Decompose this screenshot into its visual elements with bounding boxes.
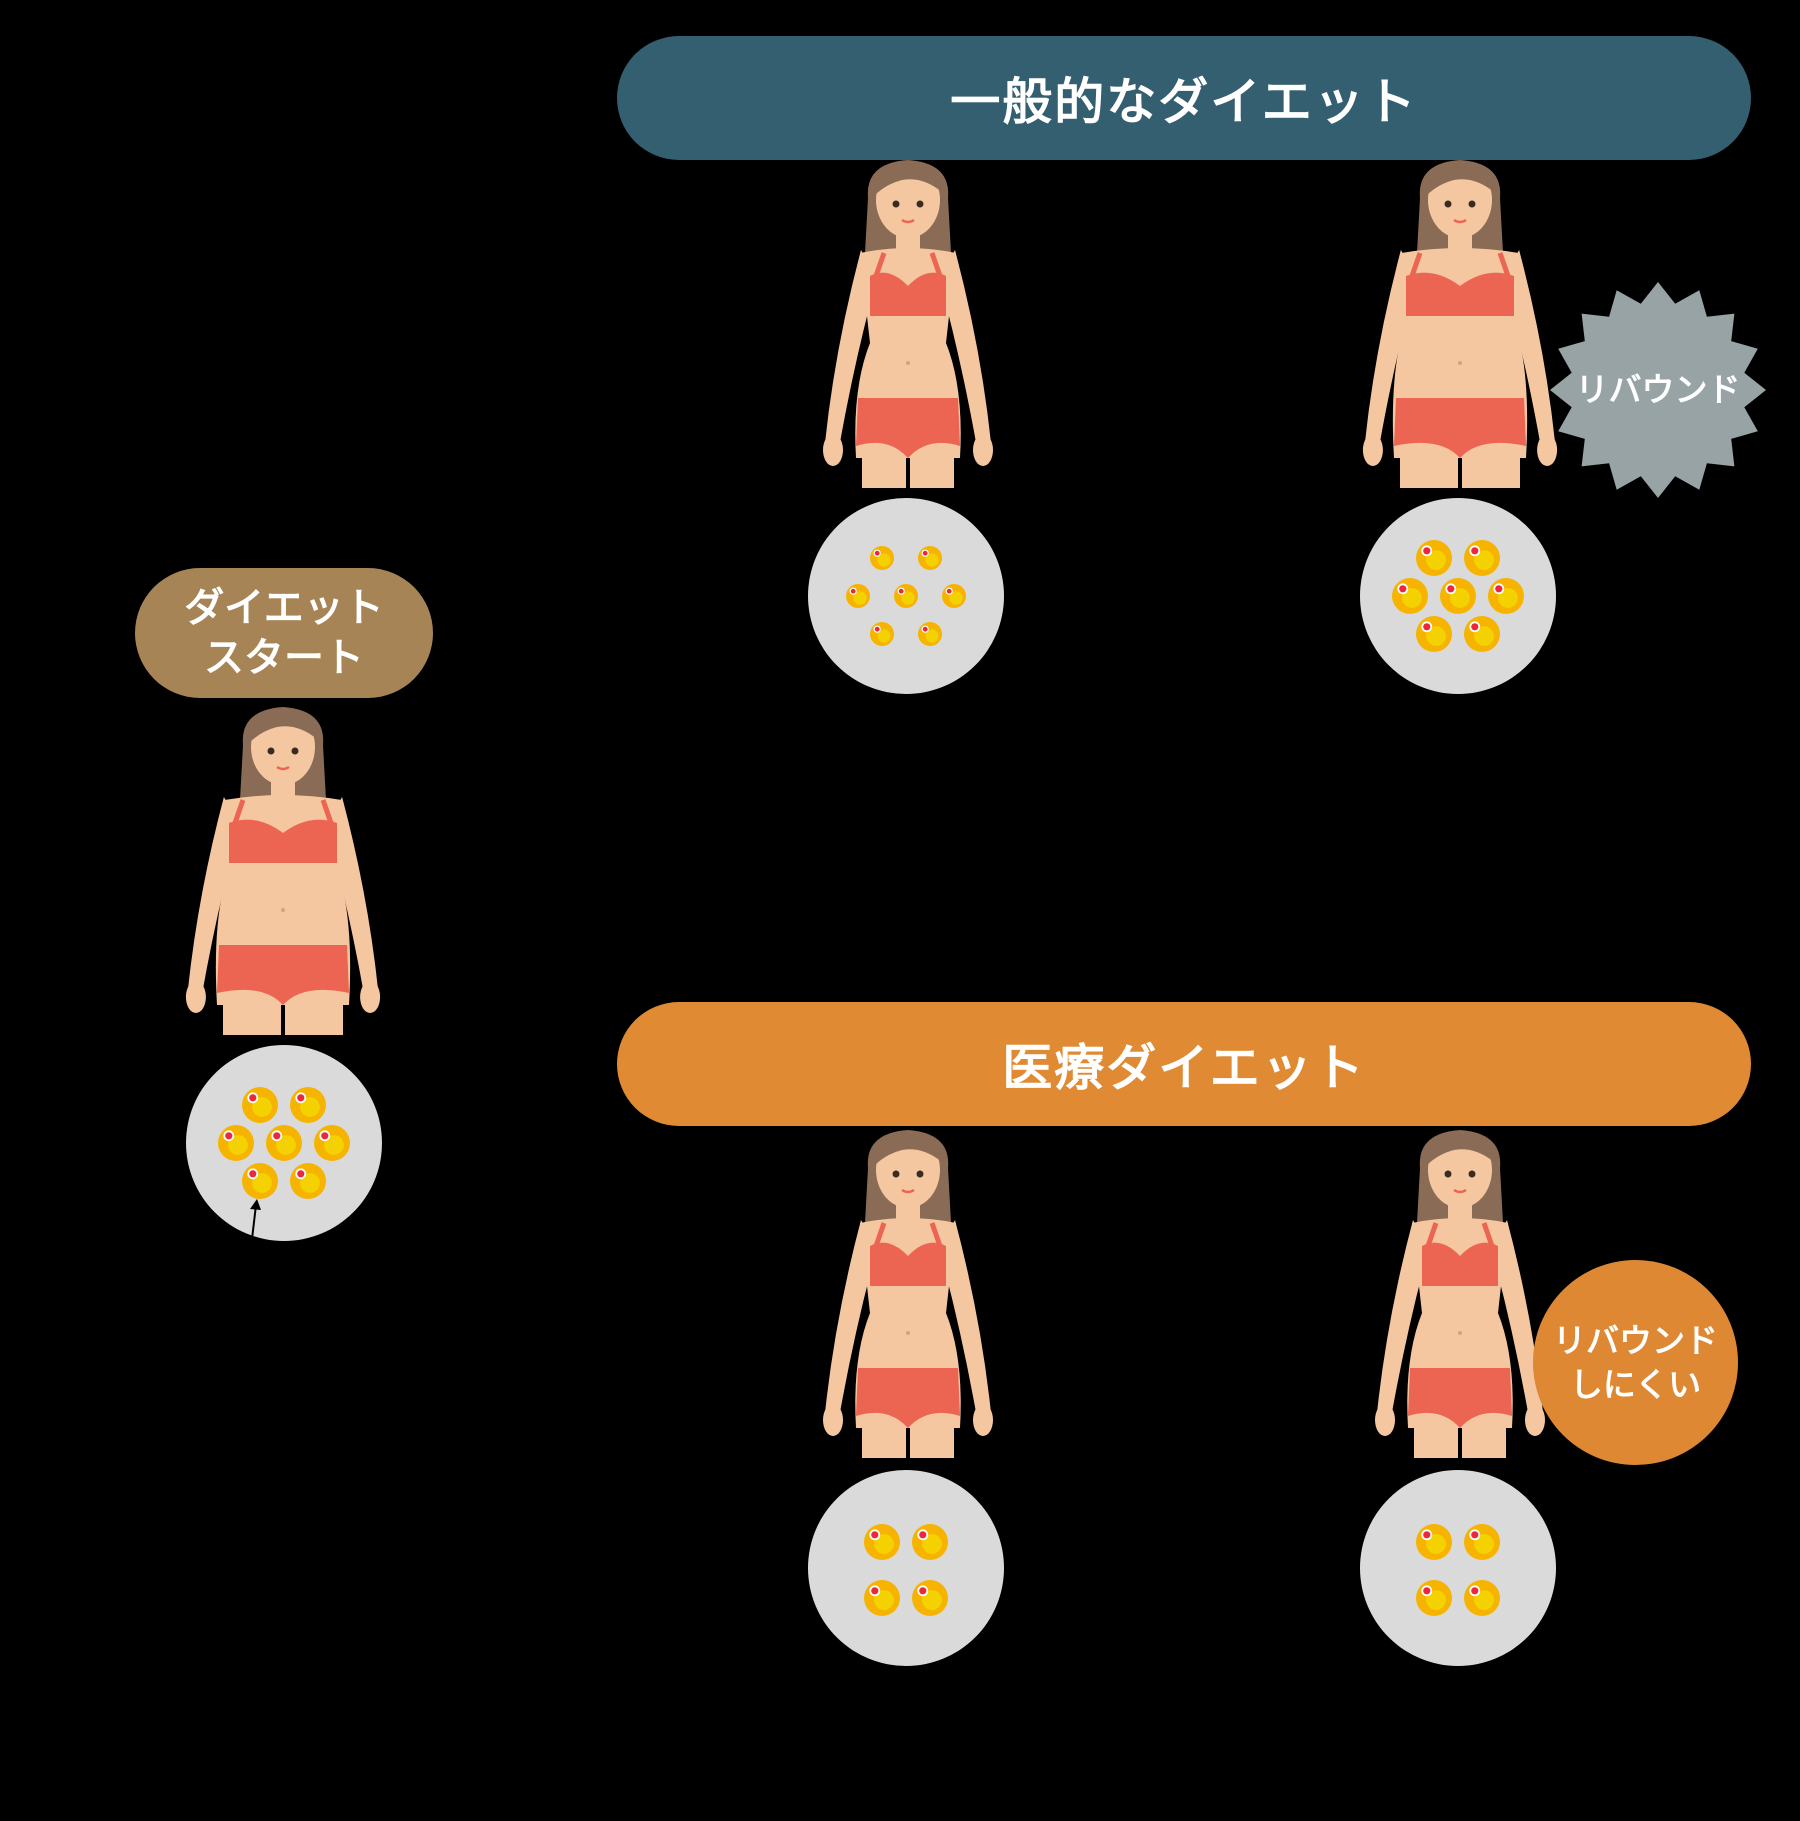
hard-rebound-line2: しにくい [1569, 1364, 1702, 1404]
diet-start-line2: スタート [204, 635, 364, 681]
general-rebound-fat-cells [1360, 498, 1556, 694]
fat-cell-icon [266, 1125, 302, 1161]
medical-diet-banner: 医療ダイエット [617, 1002, 1751, 1126]
diet-start-line1: ダイエット [184, 585, 384, 631]
medical-after-fat-cells [808, 1470, 1004, 1666]
fat-cell-icon [1440, 578, 1476, 614]
fat-cell-icon [1416, 616, 1452, 652]
fat-cell-icon [218, 1125, 254, 1161]
fat-cell-icon [870, 622, 894, 646]
fat-cell-icon [290, 1163, 326, 1199]
diet-start-label: ダイエット スタート [135, 568, 433, 698]
fat-cell-icon [912, 1580, 948, 1616]
fat-cell-icon [1416, 1524, 1452, 1560]
starburst-icon [1550, 282, 1766, 498]
start-fat-cells [186, 1045, 382, 1241]
fat-cell-icon [242, 1087, 278, 1123]
general-rebound-woman-icon [1362, 160, 1558, 488]
general-after-woman-icon [823, 160, 993, 488]
hard-rebound-badge: リバウンド しにくい [1533, 1260, 1738, 1465]
general-diet-banner: 一般的なダイエット [617, 36, 1751, 160]
fat-cell-icon [1464, 540, 1500, 576]
medical-after-woman-icon [823, 1130, 993, 1458]
general-after-fat-cells [808, 498, 1004, 694]
fat-cell-icon [1464, 616, 1500, 652]
medical-diet-title: 医療ダイエット [1002, 1039, 1366, 1097]
fat-cell-icon [1464, 1580, 1500, 1616]
fat-cell-icon [894, 584, 918, 608]
hard-rebound-line1: リバウンド [1553, 1320, 1718, 1360]
general-diet-title: 一般的なダイエット [950, 73, 1418, 131]
fat-cell-icon [1416, 540, 1452, 576]
medical-later-fat-cells [1360, 1470, 1556, 1666]
fat-cell-icon [1464, 1524, 1500, 1560]
fat-cell-icon [864, 1524, 900, 1560]
fat-cell-icon [314, 1125, 350, 1161]
fat-cell-icon [870, 546, 894, 570]
fat-cell-icon [846, 584, 870, 608]
medical-later-woman-icon [1375, 1130, 1545, 1458]
start-woman-icon [185, 707, 381, 1035]
fat-cell-icon [1392, 578, 1428, 614]
rebound-badge-label: リバウンド [1575, 370, 1741, 409]
arrow-pointer-icon [250, 1199, 261, 1240]
fat-cell-icon [242, 1163, 278, 1199]
fat-cell-icon [290, 1087, 326, 1123]
fat-cell-icon [918, 546, 942, 570]
fat-cell-icon [1416, 1580, 1452, 1616]
rebound-badge: リバウンド [1548, 280, 1768, 500]
fat-cell-icon [942, 584, 966, 608]
fat-cell-icon [912, 1524, 948, 1560]
fat-cell-icon [918, 622, 942, 646]
fat-cell-icon [864, 1580, 900, 1616]
fat-cell-icon [1488, 578, 1524, 614]
